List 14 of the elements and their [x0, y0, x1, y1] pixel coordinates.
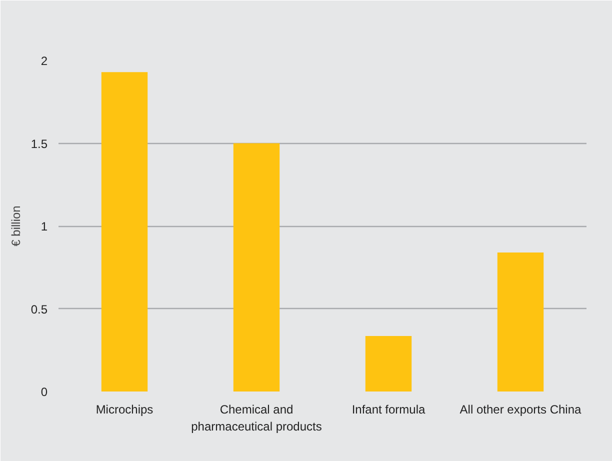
x-tick-label: Chemical and pharmaceutical products: [191, 402, 322, 434]
bar: [365, 336, 412, 392]
y-tick-label: 1: [40, 220, 48, 234]
x-tick-label: Infant formula: [352, 402, 426, 416]
bar: [497, 252, 544, 392]
x-tick-label: Microchips: [96, 402, 154, 416]
y-tick-label: 0: [40, 385, 48, 399]
y-tick-label: 2: [40, 54, 48, 68]
y-tick-label: 1.5: [30, 136, 48, 151]
y-axis-title: € billion: [8, 206, 23, 246]
y-tick-label: 0.5: [30, 302, 48, 316]
bar: [101, 72, 148, 392]
bar: [233, 143, 280, 392]
x-tick-label: All other exports China: [460, 402, 582, 416]
